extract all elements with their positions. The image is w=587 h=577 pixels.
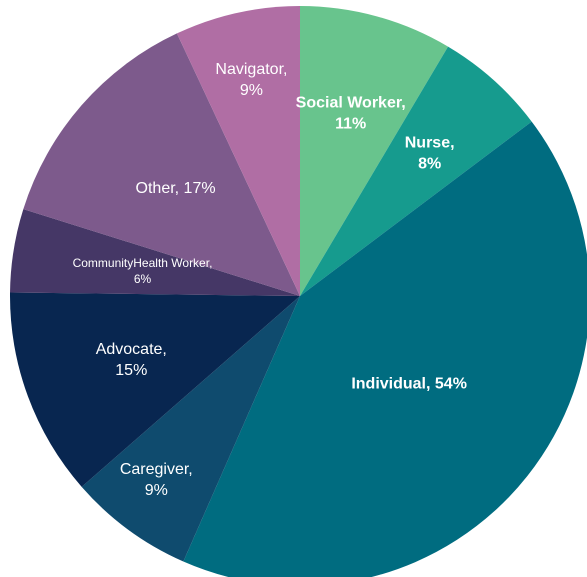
- slice-label: Other, 17%: [136, 180, 216, 197]
- slice-label: Nurse, 8%: [405, 134, 455, 172]
- pie-slices: [9, 6, 587, 577]
- slice-label: Social Worker, 11%: [296, 94, 406, 132]
- pie-slice: [300, 6, 449, 296]
- slice-label: Advocate, 15%: [96, 341, 167, 379]
- slice-label-value: 15%: [115, 362, 147, 379]
- pie-slice: [23, 33, 300, 296]
- pie-slice: [81, 296, 301, 562]
- pie-slice: [183, 121, 587, 577]
- pie-slice: [176, 6, 300, 296]
- slice-label: CommunityHealth Worker, 6%: [73, 256, 213, 286]
- slice-label-value: 8%: [418, 155, 441, 172]
- slice-label-value: 11%: [335, 115, 366, 132]
- slice-label-name: Advocate,: [96, 341, 167, 358]
- slice-label-name: CommunityHealth Worker,: [73, 256, 213, 270]
- slice-label-name: Caregiver,: [120, 461, 193, 478]
- slice-label-value: 6%: [134, 272, 152, 286]
- slice-label: Navigator, 9%: [215, 61, 287, 99]
- slice-label-value: 9%: [240, 82, 263, 99]
- pie-slice: [9, 292, 300, 487]
- slice-label-value: 9%: [145, 482, 168, 499]
- slice-label-name: Navigator,: [215, 61, 287, 78]
- slice-label: Caregiver, 9%: [120, 461, 193, 499]
- pie-labels: Social Worker, 11% Nurse, 8% Individual, 54%…: [73, 61, 467, 499]
- slice-label-name: Social Worker,: [296, 94, 406, 111]
- pie-slice: [300, 46, 532, 296]
- slice-label-name: Nurse,: [405, 134, 455, 151]
- pie-slice: [10, 209, 301, 296]
- slice-label: Individual, 54%: [351, 375, 467, 392]
